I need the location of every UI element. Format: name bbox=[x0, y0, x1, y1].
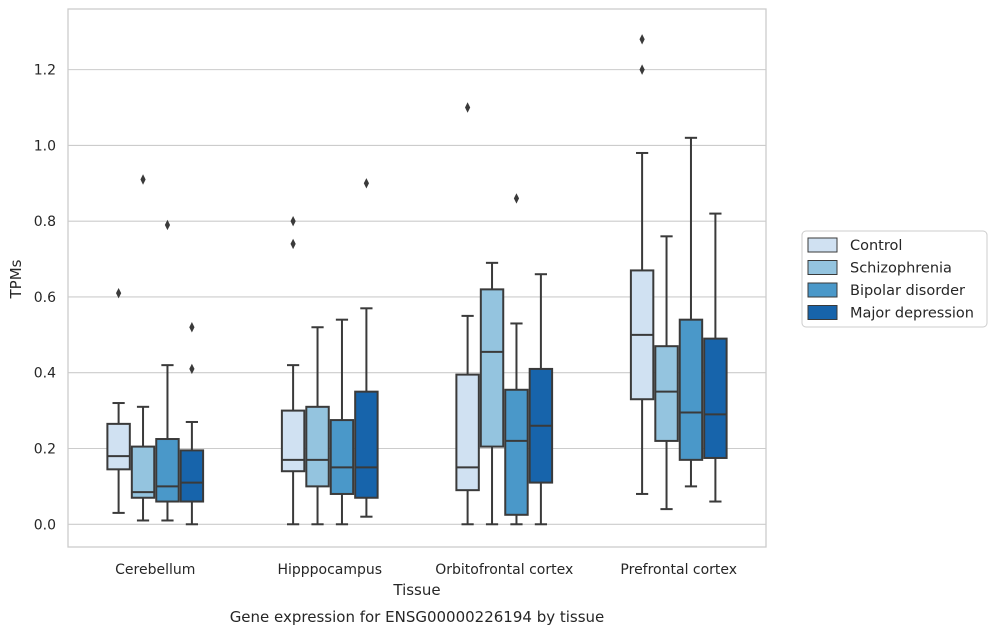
gridlines bbox=[68, 69, 766, 525]
box-control bbox=[280, 215, 306, 526]
legend-label: Major depression bbox=[850, 306, 974, 322]
outlier-point bbox=[639, 64, 645, 75]
box-major-depression bbox=[703, 212, 728, 503]
outlier-point bbox=[290, 238, 296, 250]
box bbox=[654, 345, 679, 442]
outlier-point bbox=[465, 102, 471, 113]
box-bipolar-disorder bbox=[678, 136, 704, 488]
box bbox=[179, 449, 205, 503]
box-major-depression bbox=[354, 178, 379, 518]
y-tick-label: 1.2 bbox=[34, 63, 56, 79]
box bbox=[455, 373, 480, 492]
legend-swatch bbox=[807, 260, 838, 275]
y-tick-labels: 0.0 0.2 0.4 0.6 0.8 1.0 1.2 bbox=[34, 63, 56, 534]
box-bipolar-disorder bbox=[329, 318, 355, 526]
outlier-point bbox=[164, 219, 171, 231]
legend-swatch bbox=[807, 282, 838, 298]
y-tick-label: 0.8 bbox=[34, 214, 56, 230]
legend-label: Control bbox=[850, 238, 902, 254]
chart-caption: Gene expression for ENSG00000226194 by t… bbox=[230, 608, 605, 626]
box-schizophrenia bbox=[130, 174, 156, 522]
outlier-point bbox=[513, 193, 520, 204]
plot-frame bbox=[67, 8, 767, 548]
box-schizophrenia bbox=[654, 235, 679, 511]
box-plots bbox=[106, 34, 728, 526]
box-schizophrenia bbox=[479, 261, 505, 526]
outlier-point bbox=[140, 174, 146, 185]
box-major-depression bbox=[179, 322, 205, 526]
box bbox=[305, 405, 330, 488]
x-axis-label: Tissue bbox=[392, 581, 440, 599]
outlier-point bbox=[639, 34, 645, 45]
legend-label: Schizophrenia bbox=[850, 261, 952, 277]
legend: Control Schizophrenia Bipolar disorder Majo… bbox=[801, 230, 988, 328]
box bbox=[354, 390, 379, 499]
box bbox=[678, 318, 704, 461]
box bbox=[280, 409, 306, 473]
legend-label: Bipolar disorder bbox=[850, 283, 965, 299]
box-schizophrenia bbox=[305, 326, 330, 526]
box-control bbox=[106, 287, 131, 514]
box-major-depression bbox=[528, 273, 554, 526]
box bbox=[504, 388, 529, 516]
x-tick-label: Hipppocampus bbox=[277, 562, 382, 578]
outlier-point bbox=[290, 215, 296, 227]
box bbox=[155, 438, 180, 503]
x-tick-labels: Cerebellum Hipppocampus Orbitofrontal cort… bbox=[115, 562, 737, 578]
legend-frame bbox=[801, 230, 988, 328]
x-tick-label: Orbitofrontal cortex bbox=[435, 562, 573, 578]
legend-swatch bbox=[807, 305, 838, 320]
y-tick-label: 0.2 bbox=[34, 441, 56, 457]
box-bipolar-disorder bbox=[504, 193, 529, 526]
box bbox=[130, 445, 156, 499]
y-axis-label: TPMs bbox=[7, 259, 25, 299]
box bbox=[703, 337, 728, 459]
y-tick-label: 0.4 bbox=[34, 366, 56, 382]
x-tick-label: Cerebellum bbox=[115, 562, 195, 578]
box-control bbox=[455, 102, 480, 526]
box bbox=[479, 288, 505, 448]
outlier-point bbox=[189, 363, 195, 375]
outlier-point bbox=[116, 287, 122, 299]
y-tick-label: 1.0 bbox=[34, 138, 56, 154]
outlier-point bbox=[363, 178, 369, 189]
y-tick-label: 0.0 bbox=[34, 517, 56, 533]
outlier-point bbox=[189, 322, 195, 333]
box-bipolar-disorder bbox=[155, 219, 180, 522]
box bbox=[329, 419, 355, 495]
y-tick-label: 0.6 bbox=[34, 290, 56, 306]
legend-swatch bbox=[807, 237, 838, 253]
box-control bbox=[629, 34, 655, 495]
box bbox=[106, 422, 131, 471]
x-tick-label: Prefrontal cortex bbox=[620, 562, 737, 578]
